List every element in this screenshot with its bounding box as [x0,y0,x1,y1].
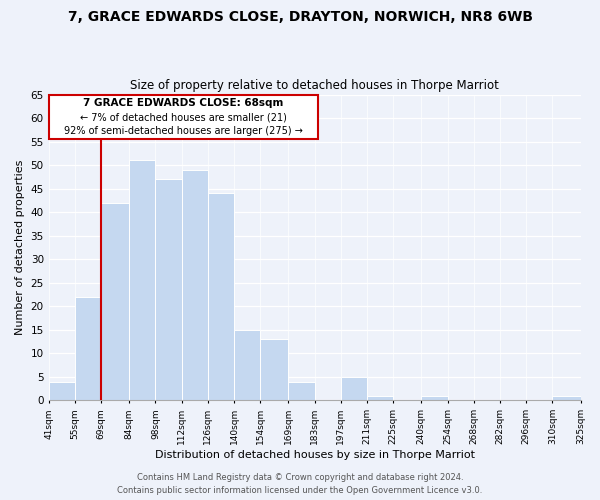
Text: Contains HM Land Registry data © Crown copyright and database right 2024.
Contai: Contains HM Land Registry data © Crown c… [118,474,482,495]
Text: 7 GRACE EDWARDS CLOSE: 68sqm: 7 GRACE EDWARDS CLOSE: 68sqm [83,98,284,108]
Bar [49,382,75,400]
Bar [101,203,129,400]
Bar [155,180,182,400]
Bar [260,340,289,400]
Title: Size of property relative to detached houses in Thorpe Marriot: Size of property relative to detached ho… [130,79,499,92]
Bar [367,396,393,400]
FancyBboxPatch shape [49,94,319,140]
Bar [289,382,314,400]
Text: 7, GRACE EDWARDS CLOSE, DRAYTON, NORWICH, NR8 6WB: 7, GRACE EDWARDS CLOSE, DRAYTON, NORWICH… [67,10,533,24]
Y-axis label: Number of detached properties: Number of detached properties [15,160,25,335]
Bar [208,194,234,400]
Text: 92% of semi-detached houses are larger (275) →: 92% of semi-detached houses are larger (… [64,126,303,136]
Bar [182,170,208,400]
Bar [234,330,260,400]
Bar [341,377,367,400]
X-axis label: Distribution of detached houses by size in Thorpe Marriot: Distribution of detached houses by size … [155,450,475,460]
Bar [553,396,581,400]
Bar [75,297,101,401]
Bar [421,396,448,400]
Text: ← 7% of detached houses are smaller (21): ← 7% of detached houses are smaller (21) [80,112,287,122]
Bar [129,160,155,400]
